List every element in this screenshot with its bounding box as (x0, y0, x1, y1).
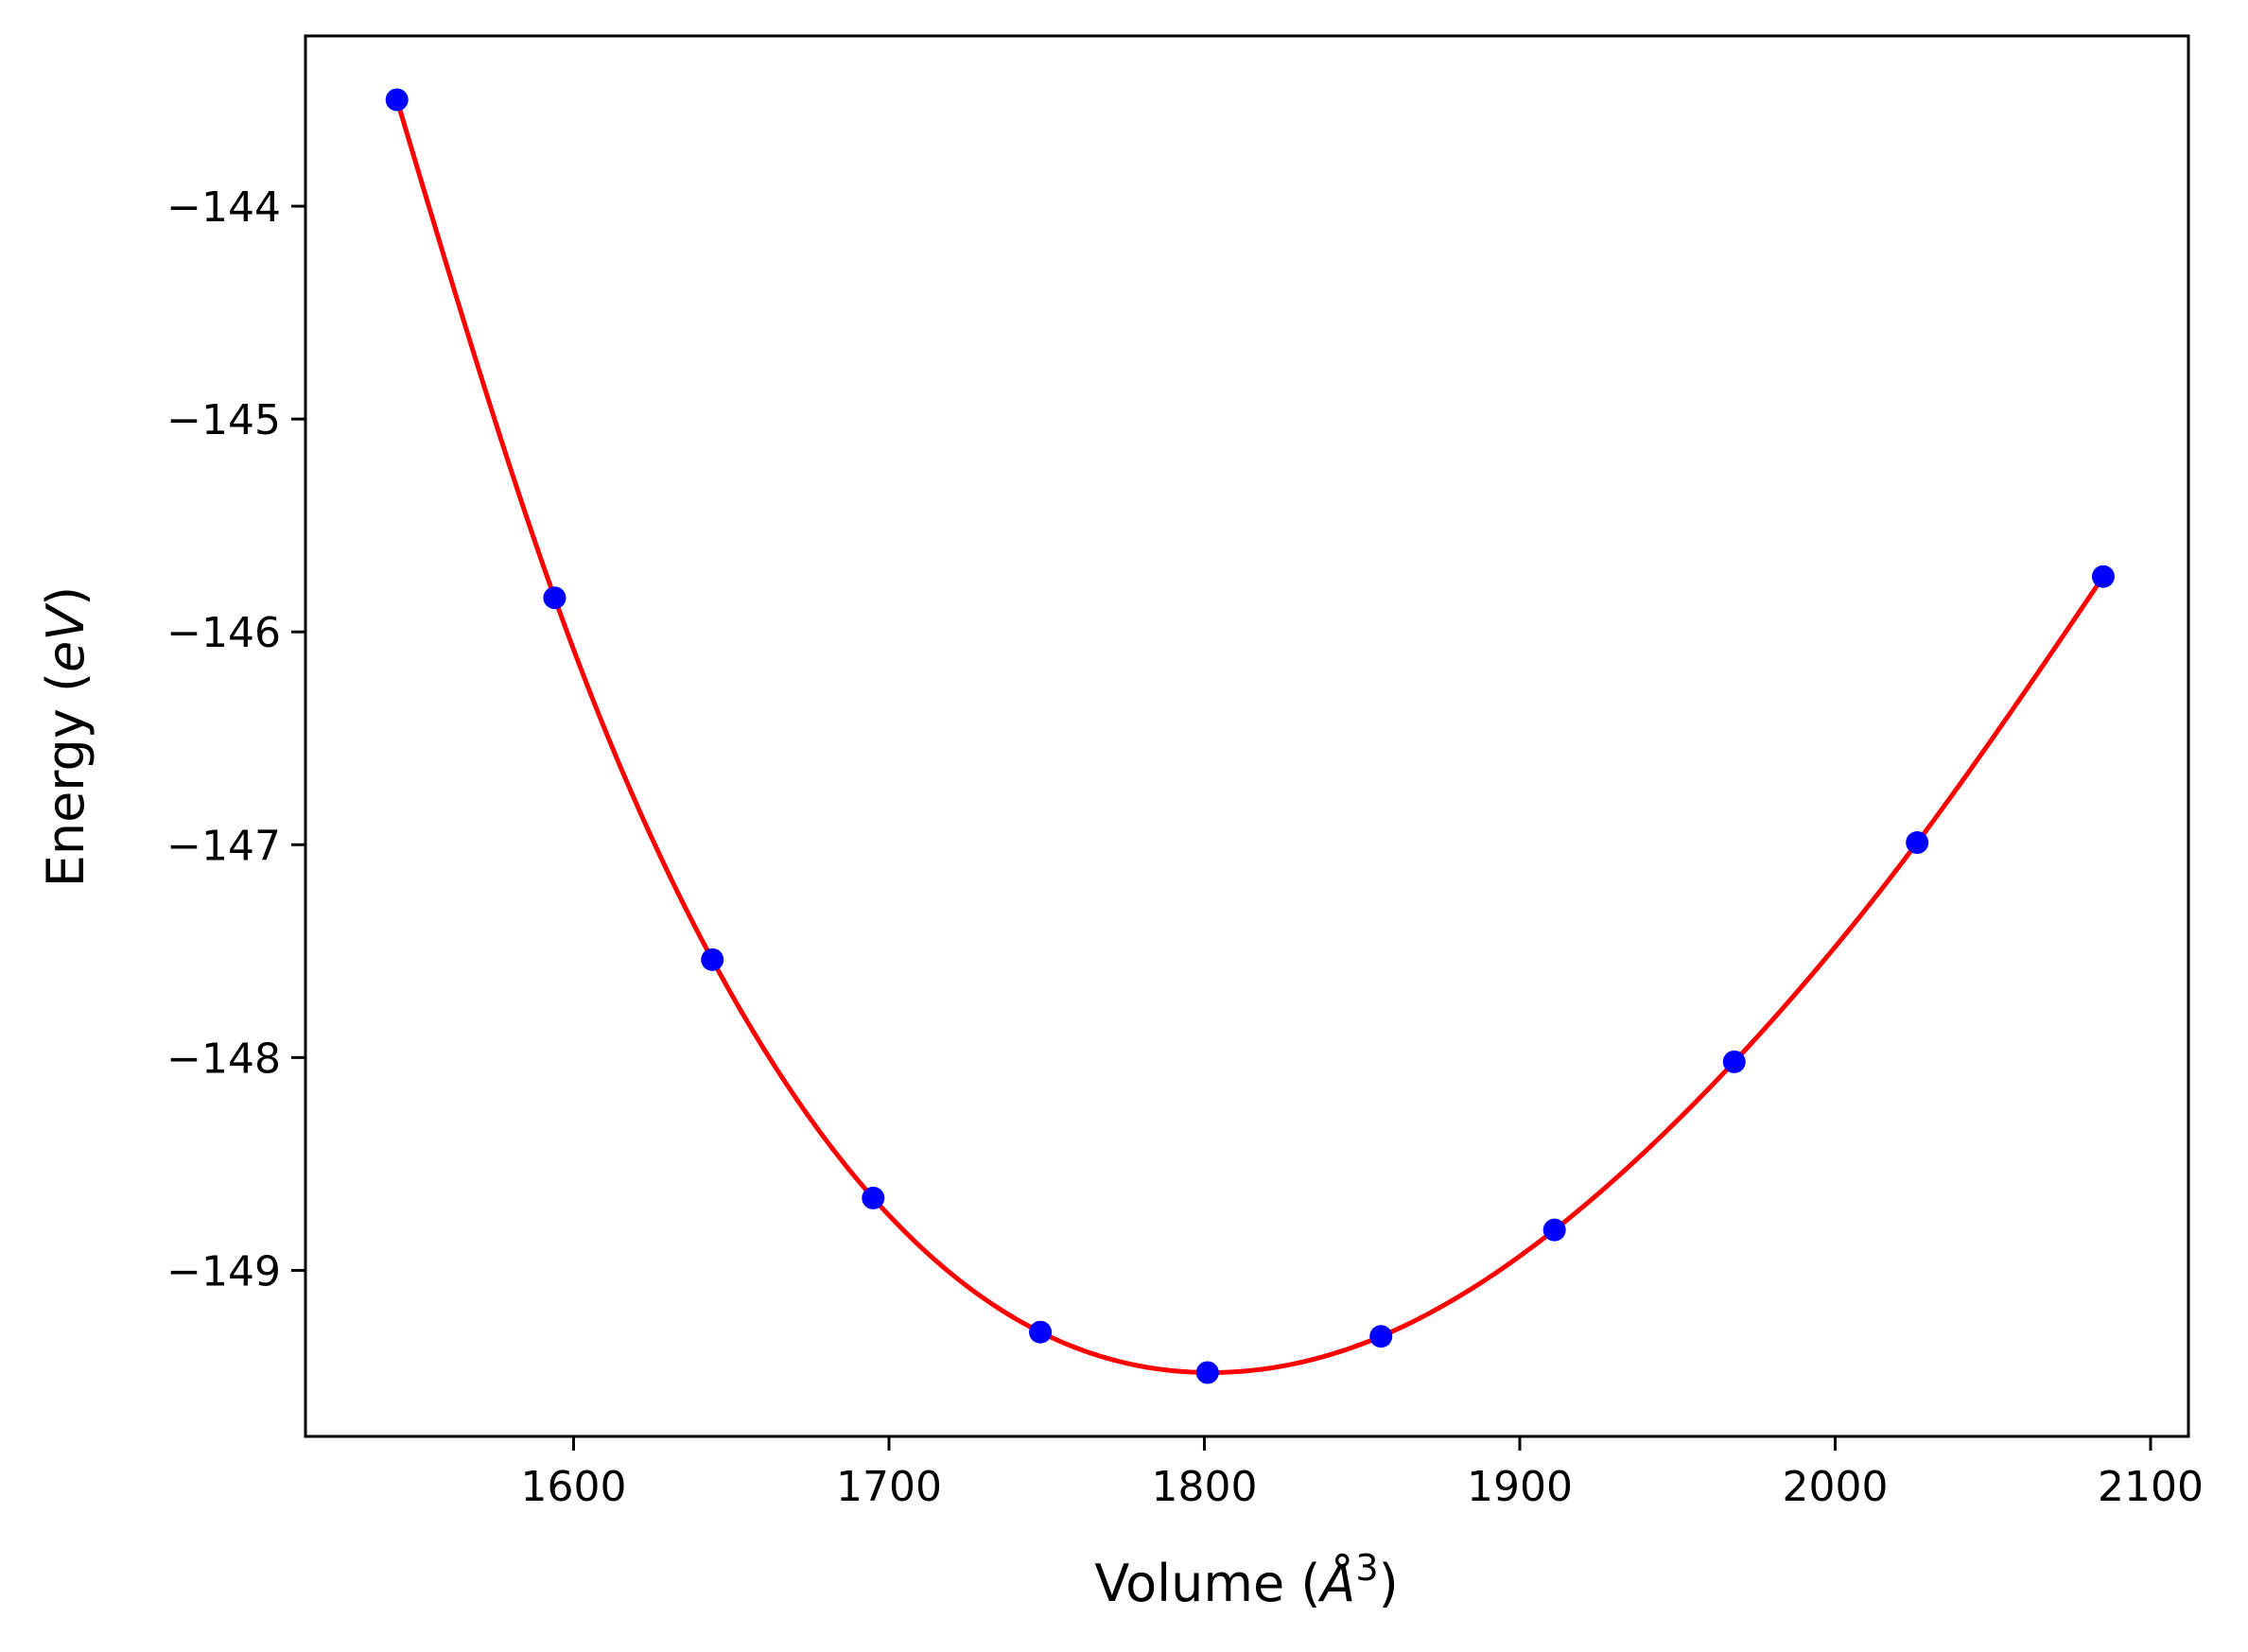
x-tick-label: 1800 (1151, 1463, 1257, 1511)
axes-frame (304, 34, 2190, 1438)
y-tick-label: −144 (166, 183, 281, 232)
data-point (385, 88, 409, 112)
data-point (2091, 565, 2115, 588)
data-point (1195, 1361, 1219, 1384)
y-tick-label: −146 (166, 609, 281, 657)
data-points-layer (385, 88, 2115, 1384)
y-axis-title: Energy (eV) (36, 586, 96, 888)
x-tick-label: 2100 (2098, 1463, 2204, 1511)
data-point (1722, 1050, 1746, 1073)
fit-curve-layer (394, 98, 2106, 1375)
y-tick-label: −147 (166, 822, 281, 870)
x-tick-label: 1700 (836, 1463, 942, 1511)
x-ticks: 1600 1700 1800 1900 2000 2100 (520, 1436, 2204, 1511)
x-tick-label: 2000 (1782, 1463, 1888, 1511)
data-point (862, 1186, 885, 1209)
data-point (701, 948, 724, 971)
x-axis-title: Volume (Å3) (1094, 1547, 1398, 1613)
y-tick-label: −148 (166, 1035, 281, 1083)
data-point (1369, 1325, 1393, 1348)
data-point (1542, 1218, 1566, 1242)
y-ticks: −144 −145 −146 −147 −148 −149 (166, 183, 305, 1296)
y-tick-label: −149 (166, 1247, 281, 1296)
fit-curve (394, 98, 2106, 1375)
y-tick-label: −145 (166, 396, 281, 444)
data-point (543, 586, 566, 610)
data-point (1029, 1320, 1053, 1344)
x-tick-label: 1600 (520, 1463, 626, 1511)
data-point (1906, 831, 1929, 855)
x-tick-label: 1900 (1467, 1463, 1573, 1511)
